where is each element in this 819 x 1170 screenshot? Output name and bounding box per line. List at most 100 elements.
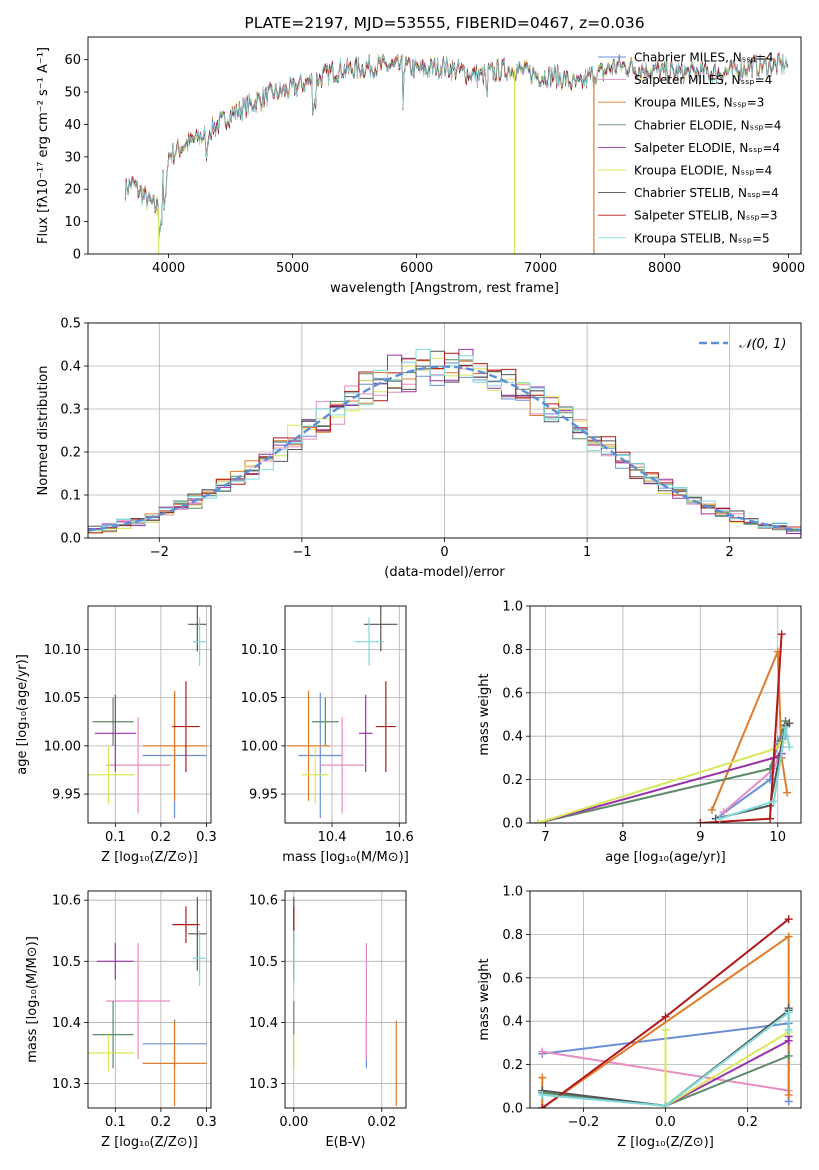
weight-line-salpeter_stelib bbox=[700, 634, 783, 823]
x-tick-label: 9 bbox=[696, 830, 704, 845]
y-axis-label: Normed distribution bbox=[36, 366, 51, 496]
y-tick-label: 10.5 bbox=[52, 955, 81, 970]
x-tick-label: 9000 bbox=[772, 261, 805, 276]
y-tick-label: 10.05 bbox=[44, 691, 81, 706]
y-tick-label: 0 bbox=[73, 248, 81, 263]
y-tick-label: 10.3 bbox=[52, 1077, 81, 1092]
y-axis-label: mass weight bbox=[477, 673, 492, 755]
axes-frame bbox=[87, 890, 212, 1109]
weight-line-kroupa_stelib bbox=[542, 1010, 790, 1107]
legend-label: Kroupa ELODIE, Nₛₛₚ=4 bbox=[634, 164, 772, 178]
x-tick-label: 1 bbox=[583, 545, 591, 560]
y-tick-label: 0.2 bbox=[502, 1058, 523, 1073]
chart-title: PLATE=2197, MJD=53555, FIBERID=0467, z=0… bbox=[244, 14, 644, 32]
weight-marker-chabrier_stelib bbox=[785, 719, 794, 728]
weight-marker-salpeter_stelib bbox=[784, 915, 793, 924]
spectrum-series-kroupa_stelib bbox=[124, 54, 789, 239]
y-tick-label: 10.5 bbox=[249, 955, 278, 970]
legend-label: Chabrier STELIB, Nₛₛₚ=4 bbox=[634, 186, 779, 200]
x-tick-label: 10 bbox=[769, 830, 786, 845]
weight-line-kroupa_miles bbox=[711, 651, 789, 811]
weight-marker-kroupa_stelib bbox=[769, 797, 778, 806]
mass-vs-ebv-chart: 0.00 0.02 10.3 10.4 10.5 10.6 E(B-V) bbox=[249, 890, 407, 1150]
residuals-chart: −2 −1 0 1 2 0.0 0.1 0.2 0.3 0.4 0.5 (data-model)/er… bbox=[36, 317, 802, 580]
x-tick-label: 10.4 bbox=[318, 830, 347, 845]
age-vs-Z-points bbox=[88, 606, 207, 819]
y-tick-label: 10.10 bbox=[44, 643, 81, 658]
y-axis-label: mass [log₁₀(M/M⊙)] bbox=[25, 936, 40, 1063]
weight-marker-kroupa_stelib bbox=[785, 743, 794, 752]
x-tick-label: 6000 bbox=[400, 261, 433, 276]
x-axis-label: mass [log₁₀(M/M⊙)] bbox=[282, 850, 409, 865]
x-axis-label: Z [log₁₀(Z/Z⊙)] bbox=[101, 850, 198, 865]
mass-vs-Z-chart: 0.1 0.2 0.3 10.3 10.4 10.5 10.6 Z [log₁₀(Z/Z⊙)]… bbox=[25, 890, 217, 1150]
histogram-kroupa_stelib bbox=[88, 348, 801, 534]
x-tick-label: −1 bbox=[292, 545, 311, 560]
x-tick-label: 8 bbox=[619, 830, 627, 845]
x-tick-label: 10.6 bbox=[385, 830, 414, 845]
weight-marker-salpeter_stelib bbox=[766, 814, 775, 823]
y-axis-label: Flux [fλ10⁻¹⁷ erg cm⁻² s⁻¹ A⁻¹] bbox=[36, 47, 51, 244]
legend-label: 𝒩(0, 1) bbox=[739, 337, 786, 352]
weight-marker-kroupa_stelib bbox=[781, 723, 790, 732]
y-tick-label: 40 bbox=[64, 118, 81, 133]
x-tick-label: −2 bbox=[150, 545, 169, 560]
x-tick-label: 0.1 bbox=[105, 1115, 126, 1130]
x-tick-label: 0.0 bbox=[655, 1115, 676, 1130]
y-tick-label: 10 bbox=[64, 215, 81, 230]
x-tick-label: −0.2 bbox=[568, 1115, 600, 1130]
weight-marker-salpeter_stelib bbox=[538, 1104, 547, 1108]
weight-marker-kroupa_miles bbox=[538, 1073, 547, 1082]
axes-frame bbox=[87, 322, 802, 539]
axes-frame bbox=[87, 36, 802, 255]
spectrum-legend: Chabrier MILES, Nₛₛₚ=4 Salpeter MILES, Nₛ… bbox=[598, 51, 781, 245]
y-axis-label: mass weight bbox=[477, 958, 492, 1040]
weight-marker-salpeter_miles bbox=[538, 1047, 547, 1056]
weight-marker-kroupa_stelib bbox=[661, 1101, 670, 1108]
weight-marker-kroupa_miles bbox=[784, 1090, 793, 1099]
x-tick-label: 0.1 bbox=[105, 830, 126, 845]
mass-weight-vs-Z-chart: −0.2 0.0 0.2 0.0 0.2 0.4 0.6 0.8 1.0 Z [log₁₀(Z/Z… bbox=[477, 885, 802, 1150]
weight-marker-kroupa_miles bbox=[707, 805, 716, 814]
y-tick-label: 0.2 bbox=[60, 446, 81, 461]
x-tick-label: 8000 bbox=[648, 261, 681, 276]
y-tick-label: 60 bbox=[64, 53, 81, 68]
y-tick-label: 1.0 bbox=[502, 885, 523, 900]
weight-marker-salpeter_stelib bbox=[777, 630, 786, 639]
y-tick-label: 20 bbox=[64, 183, 81, 198]
residual-hists bbox=[88, 348, 801, 535]
x-tick-label: 0.2 bbox=[737, 1115, 758, 1130]
weight-marker-kroupa_stelib bbox=[715, 814, 724, 823]
x-tick-label: 2 bbox=[726, 545, 734, 560]
axes-frame bbox=[529, 890, 802, 1109]
spectrum-chart: 4000 5000 6000 7000 8000 9000 0 10 20 30 40 50 60 PLA… bbox=[36, 14, 805, 296]
x-axis-label: age [log₁₀(age/yr)] bbox=[605, 850, 726, 865]
weight-marker-chabrier_elodie bbox=[784, 1051, 793, 1060]
legend-label: Kroupa STELIB, Nₛₛₚ=5 bbox=[634, 231, 770, 245]
y-tick-label: 10.05 bbox=[241, 691, 278, 706]
y-tick-label: 0.6 bbox=[502, 686, 523, 701]
axes-frame bbox=[284, 605, 407, 824]
axes-frame bbox=[284, 890, 407, 1109]
mass-vs-ebv-points bbox=[293, 897, 397, 1107]
weight-marker-salpeter_miles bbox=[719, 808, 728, 817]
y-tick-label: 0.3 bbox=[60, 403, 81, 418]
x-tick-label: 0.02 bbox=[367, 1115, 396, 1130]
x-tick-label: 4000 bbox=[152, 261, 185, 276]
weight-marker-kroupa_stelib bbox=[538, 1090, 547, 1099]
axes-frame bbox=[529, 605, 802, 824]
y-tick-label: 0.5 bbox=[60, 317, 81, 332]
y-tick-label: 0.8 bbox=[502, 928, 523, 943]
x-tick-label: 0.2 bbox=[151, 1115, 172, 1130]
y-tick-label: 10.00 bbox=[44, 739, 81, 754]
x-tick-label: 7000 bbox=[524, 261, 557, 276]
spectrum-lines bbox=[124, 52, 789, 254]
mass-weight-vs-age-lines bbox=[533, 630, 794, 823]
mass-vs-Z-points bbox=[88, 897, 207, 1107]
weight-line-kroupa_elodie bbox=[664, 1029, 790, 1108]
x-tick-label: 0.3 bbox=[196, 830, 217, 845]
axes-frame bbox=[87, 605, 212, 824]
y-tick-label: 10.4 bbox=[249, 1016, 278, 1031]
y-tick-label: 10.6 bbox=[52, 894, 81, 909]
